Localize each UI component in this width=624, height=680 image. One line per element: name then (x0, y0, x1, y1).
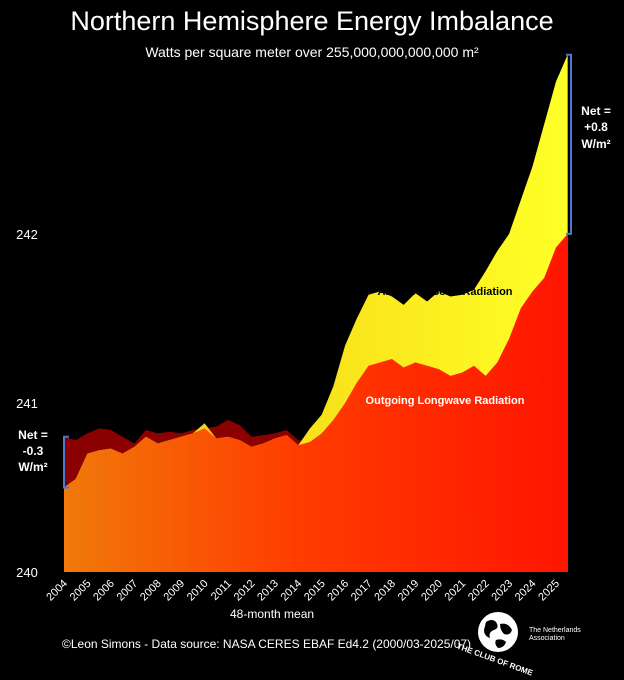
x-tick-label: 2021 (443, 578, 469, 604)
net-left-line2: -0.3 (23, 444, 44, 458)
x-tick-label: 2011 (209, 578, 234, 603)
logo-subtitle: The Netherlands Association (529, 627, 581, 643)
y-tick-label: 242 (16, 227, 38, 242)
globe-continents (484, 620, 512, 648)
x-tick-label: 2024 (513, 578, 539, 604)
net-right-line3: W/m² (581, 137, 610, 151)
net-left-line1: Net = (18, 428, 48, 442)
net-right-line1: Net = (581, 104, 611, 118)
annotation-absorbed-solar: Absorbed Solar Radiation (377, 286, 512, 298)
x-tick-label: 2004 (44, 578, 70, 604)
x-tick-label: 2020 (419, 578, 445, 604)
x-tick-label: 2017 (349, 578, 375, 604)
x-tick-label: 2019 (396, 578, 422, 604)
logo-sub-line2: Association (529, 635, 565, 642)
x-tick-label: 2013 (255, 578, 281, 604)
net-left-line3: W/m² (18, 460, 47, 474)
x-tick-label: 2018 (372, 578, 398, 604)
x-tick-label: 2007 (115, 578, 141, 604)
x-tick-label: 2016 (325, 578, 351, 604)
x-tick-label: 2008 (138, 578, 164, 604)
x-tick-label: 2006 (91, 578, 117, 604)
net-label-right: Net = +0.8 W/m² (581, 104, 611, 151)
x-tick-label: 2012 (232, 578, 258, 604)
net-bracket (63, 435, 69, 489)
y-tick-label: 241 (16, 396, 38, 411)
net-brackets (63, 53, 572, 489)
net-bracket (566, 53, 572, 235)
x-tick-label: 2015 (302, 578, 328, 604)
x-tick-label: 2010 (185, 578, 211, 604)
x-tick-label: 2014 (279, 578, 305, 604)
x-tick-label: 2022 (466, 578, 492, 604)
source-credit: ©Leon Simons - Data source: NASA CERES E… (62, 637, 472, 651)
net-label-left: Net = -0.3 W/m² (18, 428, 48, 474)
y-tick-label: 240 (16, 565, 38, 580)
logo-sub-line1: The Netherlands (529, 627, 581, 634)
chart-title: Northern Hemisphere Energy Imbalance (70, 6, 554, 36)
olr-area (64, 233, 568, 572)
net-right-line2: +0.8 (584, 120, 608, 134)
y-axis: 240 241 242 (16, 227, 38, 580)
x-tick-label: 2005 (68, 578, 94, 604)
x-tick-label: 2023 (489, 578, 515, 604)
x-axis-label: 48-month mean (230, 607, 315, 621)
chart-subtitle: Watts per square meter over 255,000,000,… (145, 44, 479, 60)
x-tick-label: 2025 (536, 578, 562, 604)
annotation-outgoing-longwave: Outgoing Longwave Radiation (366, 395, 525, 407)
x-axis: 2004200520062007200820092010201120122013… (44, 578, 562, 604)
x-tick-label: 2009 (161, 578, 187, 604)
